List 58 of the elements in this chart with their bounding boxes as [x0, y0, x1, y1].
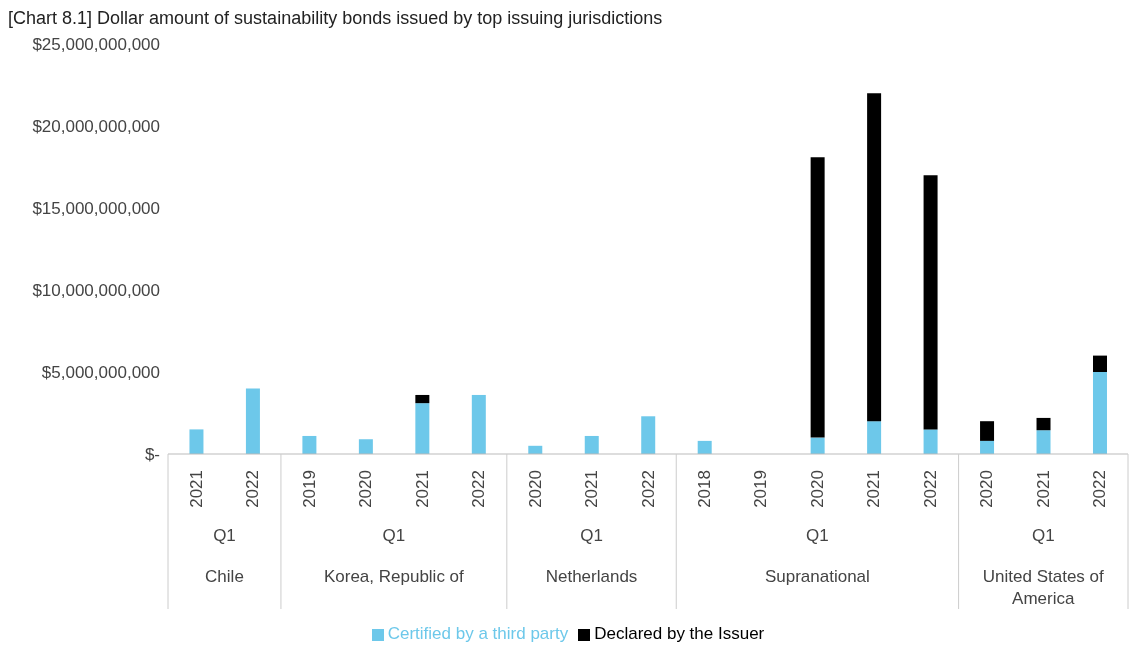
x-tick-label: 2018 — [694, 470, 714, 508]
x-tick-label: 2020 — [977, 470, 997, 508]
legend-label: Declared by the Issuer — [594, 624, 765, 643]
bar — [471, 394, 486, 454]
x-tick-label: 2019 — [751, 470, 771, 508]
text: Chile — [204, 566, 245, 588]
bar — [1036, 430, 1051, 454]
x-tick-label: 2020 — [807, 470, 827, 508]
x-tick-label: 2022 — [1090, 470, 1110, 508]
text: Korea, Republic of — [322, 566, 465, 588]
y-tick-label: $20,000,000,000 — [32, 117, 160, 137]
y-tick-label: $10,000,000,000 — [32, 281, 160, 301]
bar — [867, 93, 882, 422]
bar — [923, 429, 938, 454]
text: Q1 — [805, 526, 830, 546]
text: Netherlands — [544, 566, 639, 588]
x-tick-label: 2022 — [920, 470, 940, 508]
legend-label: Certified by a third party — [387, 624, 569, 643]
x-tick-label: 2021 — [864, 470, 884, 508]
x-tick-label: 2022 — [469, 470, 489, 508]
bar — [302, 435, 317, 454]
x-tick-label: 2021 — [1033, 470, 1053, 508]
y-tick-label: $15,000,000,000 — [32, 199, 160, 219]
text: Q1 — [381, 526, 407, 546]
bar — [923, 175, 938, 430]
y-tick-label: $25,000,000,000 — [32, 35, 160, 55]
bar — [641, 416, 656, 454]
bar — [810, 437, 825, 454]
x-tick-label: 2022 — [243, 470, 263, 508]
bar — [1092, 355, 1107, 372]
bar — [697, 440, 712, 454]
x-tick-label: 2020 — [356, 470, 376, 508]
bar — [415, 403, 430, 454]
x-tick-label: 2021 — [582, 470, 602, 508]
text: United States of America — [981, 566, 1105, 610]
bar — [189, 429, 204, 454]
bar — [867, 421, 882, 454]
text: Q1 — [579, 526, 604, 546]
chart-title: [Chart 8.1] Dollar amount of sustainability bonds issued by top issuing jurisdictions — [8, 8, 664, 30]
bar — [1092, 372, 1107, 454]
bar — [358, 439, 373, 454]
x-tick-label: 2021 — [186, 470, 206, 508]
bar — [415, 394, 430, 404]
y-tick-label: $- — [144, 445, 160, 465]
text: Q1 — [212, 526, 237, 546]
bar — [1036, 417, 1051, 431]
x-tick-label: 2020 — [525, 470, 545, 508]
bar — [810, 157, 825, 438]
bar — [980, 440, 995, 454]
x-tick-label: 2022 — [638, 470, 658, 508]
text: Supranational — [763, 566, 871, 588]
bar — [980, 421, 995, 441]
y-tick-label: $5,000,000,000 — [41, 363, 160, 383]
bar — [584, 435, 599, 454]
bar — [245, 388, 260, 454]
x-tick-label: 2021 — [412, 470, 432, 508]
x-tick-label: 2019 — [299, 470, 319, 508]
text: Q1 — [1030, 526, 1056, 546]
